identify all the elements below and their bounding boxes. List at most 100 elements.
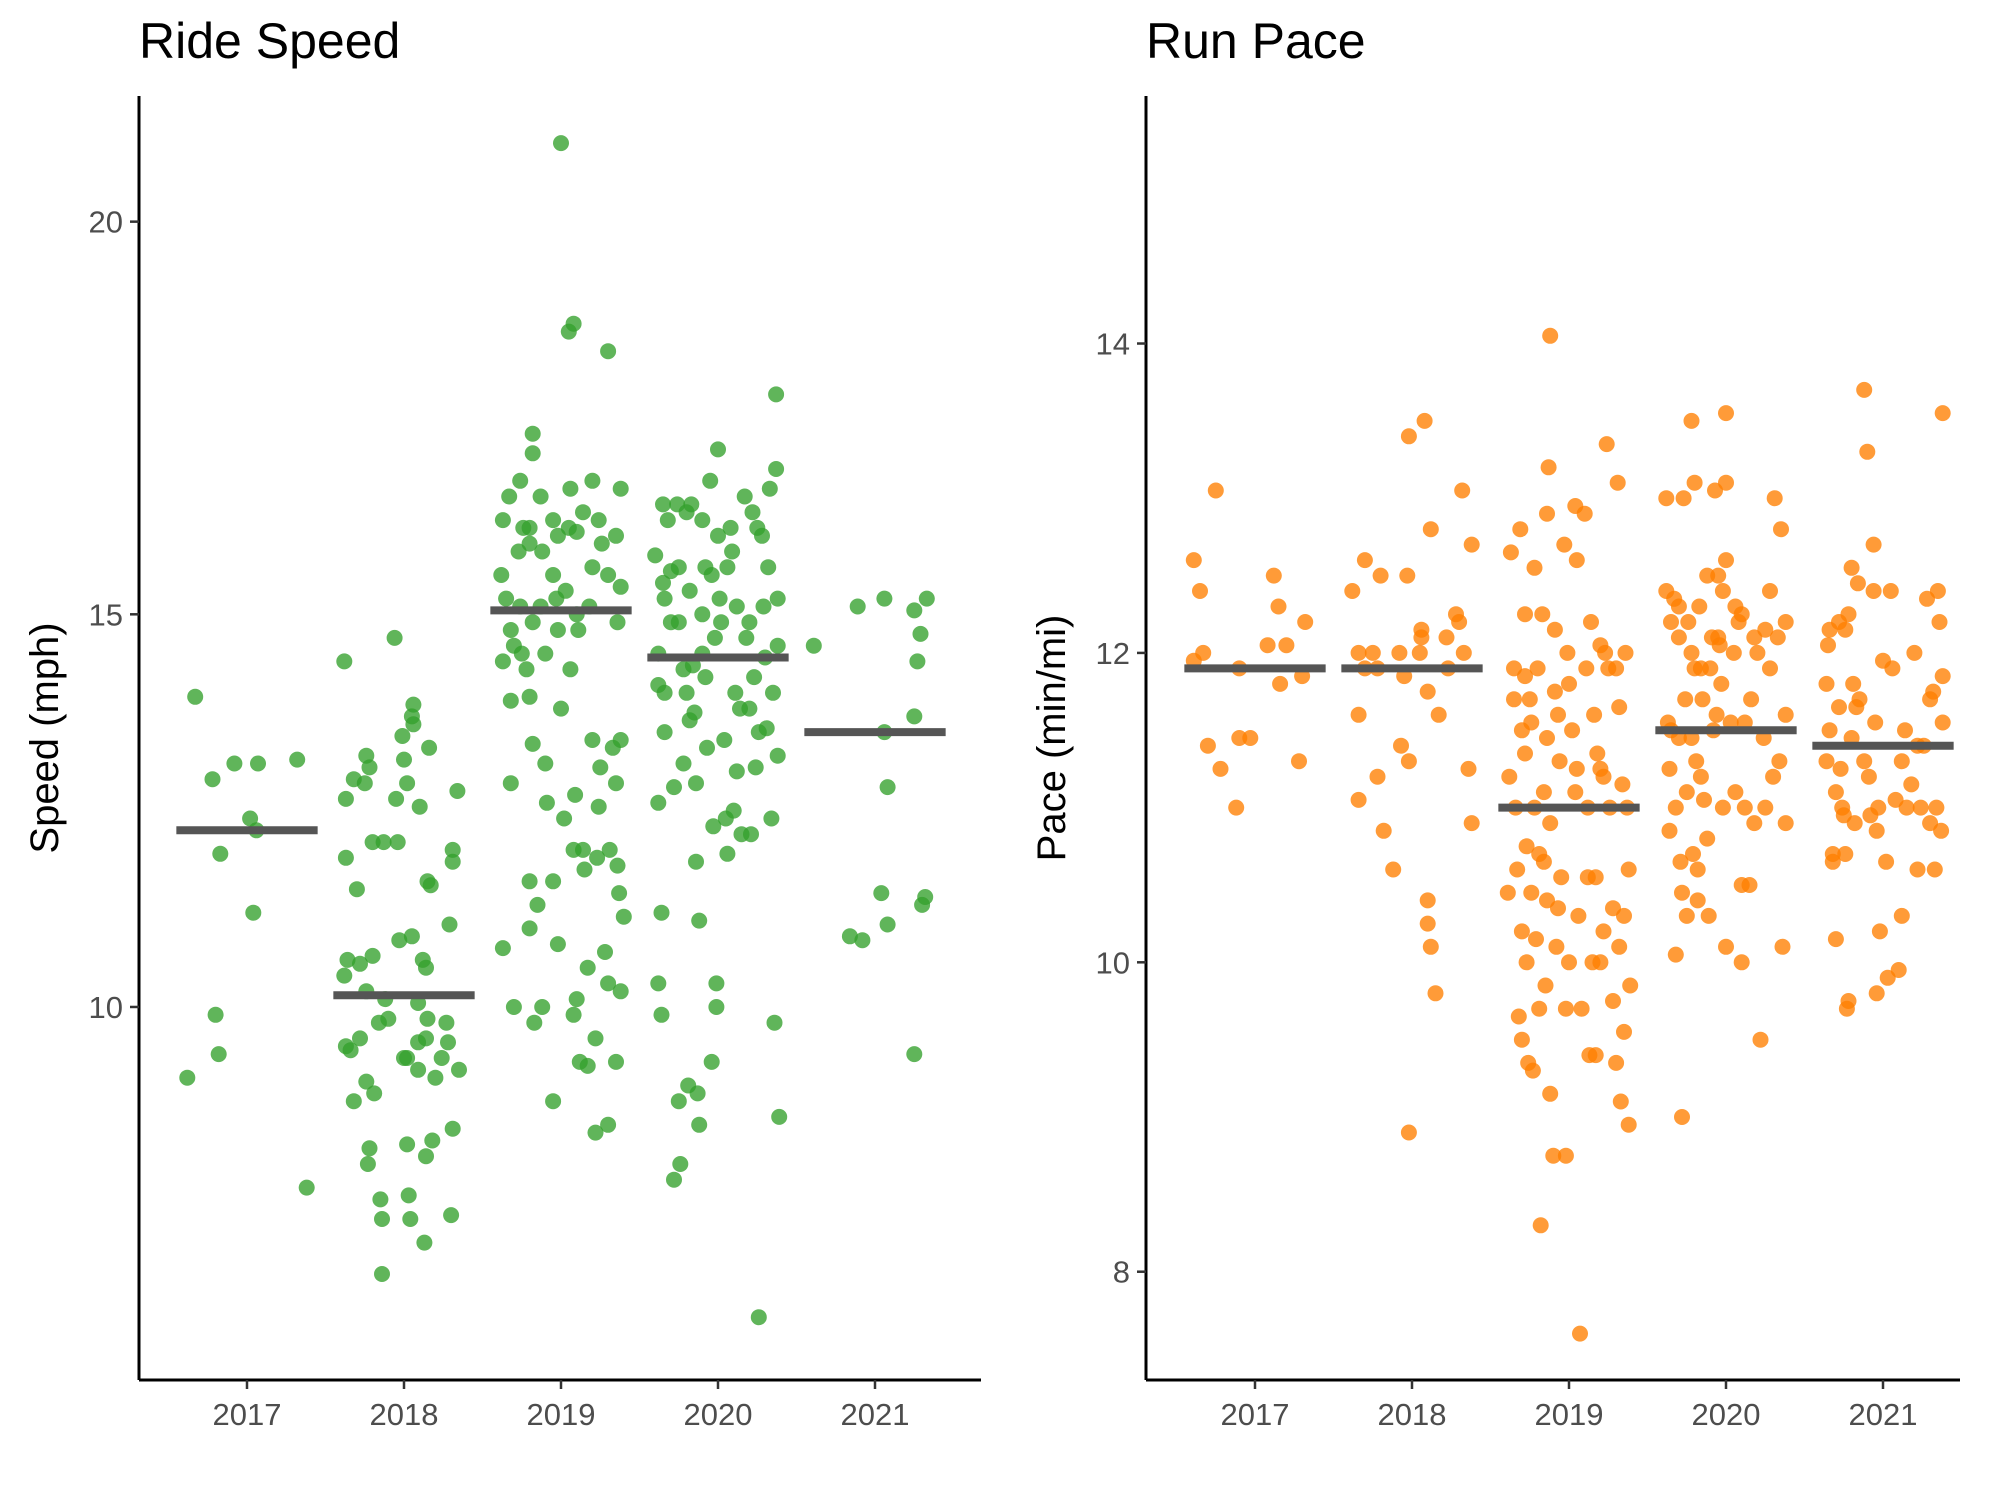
data-point	[534, 999, 551, 1015]
data-point	[534, 543, 551, 560]
data-point	[1583, 614, 1599, 630]
data-point	[1683, 644, 1700, 661]
data-point	[1882, 583, 1899, 599]
data-point	[755, 598, 772, 615]
data-point	[391, 932, 408, 949]
data-point	[1714, 799, 1731, 816]
data-point	[1884, 660, 1901, 677]
data-point	[1430, 706, 1447, 723]
data-point	[1576, 505, 1593, 522]
data-point	[298, 1179, 315, 1196]
data-point	[1531, 1000, 1548, 1017]
data-point	[345, 1093, 362, 1110]
data-point	[1766, 490, 1783, 507]
data-point	[771, 1108, 788, 1125]
data-point	[1542, 1085, 1559, 1102]
data-point	[744, 504, 761, 521]
data-point	[1350, 706, 1367, 723]
data-point	[1757, 621, 1774, 638]
data-point	[1372, 567, 1389, 584]
data-point	[1413, 629, 1430, 646]
data-point	[1231, 730, 1248, 746]
data-point	[590, 798, 607, 815]
data-point	[1868, 822, 1885, 839]
data-point	[1518, 954, 1535, 971]
data-point	[1769, 629, 1786, 646]
data-point	[688, 775, 704, 792]
data-point	[1501, 768, 1518, 785]
data-point	[443, 1207, 460, 1224]
data-point	[565, 315, 582, 332]
data-point	[1521, 691, 1538, 708]
data-point	[567, 786, 584, 803]
data-point	[1818, 753, 1835, 770]
data-point	[1608, 1054, 1625, 1071]
data-point	[1272, 675, 1289, 692]
data-point	[1765, 768, 1782, 785]
data-point	[765, 684, 781, 701]
data-point	[1513, 923, 1530, 940]
data-point	[576, 861, 593, 878]
data-point	[1568, 552, 1585, 569]
data-point	[1663, 614, 1679, 630]
data-point	[706, 629, 723, 646]
data-point	[1710, 567, 1727, 584]
data-point	[1931, 614, 1948, 630]
data-point	[1356, 552, 1373, 569]
data-point	[513, 645, 530, 662]
data-point	[769, 747, 786, 764]
data-point	[1344, 583, 1361, 599]
data-point	[1867, 714, 1884, 731]
data-point	[906, 602, 923, 619]
data-point	[1578, 660, 1595, 677]
data-point	[1933, 822, 1950, 839]
data-point	[502, 775, 519, 792]
data-point	[719, 559, 736, 576]
data-point	[1865, 583, 1882, 599]
data-point	[356, 775, 373, 792]
data-point	[1928, 799, 1945, 816]
data-point	[1929, 583, 1946, 599]
data-point	[1865, 536, 1882, 553]
data-point	[1207, 482, 1224, 499]
data-point	[1540, 459, 1557, 476]
data-point	[1609, 474, 1626, 491]
data-point	[754, 527, 770, 544]
data-point	[1890, 962, 1907, 978]
data-point	[521, 519, 538, 536]
data-point	[728, 598, 745, 615]
data-point	[1746, 815, 1763, 832]
data-point	[1259, 637, 1276, 654]
data-point	[761, 480, 778, 497]
data-point	[688, 853, 704, 870]
data-point	[399, 1050, 416, 1066]
data-point	[1677, 691, 1694, 708]
data-point	[592, 759, 609, 776]
data-point	[766, 1014, 783, 1031]
data-point	[769, 590, 786, 607]
data-point	[421, 739, 438, 756]
data-point	[451, 1061, 467, 1078]
data-point	[339, 951, 356, 968]
data-point	[399, 1136, 416, 1153]
data-point	[494, 512, 511, 529]
data-point	[1587, 869, 1604, 886]
data-point	[1561, 675, 1577, 692]
data-point	[650, 794, 667, 811]
data-point	[1528, 931, 1544, 948]
data-point	[524, 614, 541, 631]
data-point	[691, 912, 708, 929]
data-point	[876, 590, 893, 607]
data-point	[553, 700, 569, 717]
data-point	[1595, 768, 1612, 785]
data-point	[1589, 745, 1606, 762]
run-pace-panel: Run Pace Pace (min/mi) 8 10 12 14 2017 2018 20…	[1030, 13, 1960, 1432]
data-point	[1871, 923, 1888, 940]
data-point	[1185, 552, 1202, 569]
data-point	[389, 834, 406, 851]
data-point	[498, 590, 515, 607]
data-point	[1539, 730, 1555, 746]
data-point	[521, 688, 538, 705]
data-point	[1821, 722, 1838, 739]
data-point	[612, 732, 629, 748]
